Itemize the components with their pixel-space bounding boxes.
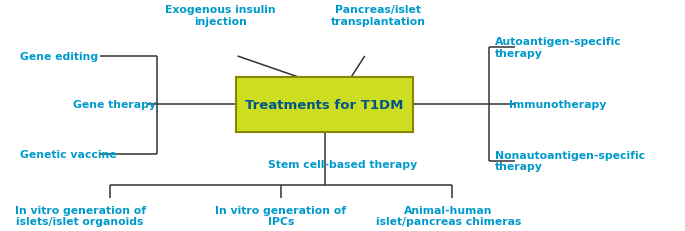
Text: Gene editing: Gene editing <box>20 52 98 62</box>
Text: Animal-human
islet/pancreas chimeras: Animal-human islet/pancreas chimeras <box>376 205 521 226</box>
FancyBboxPatch shape <box>236 77 413 132</box>
Text: Stem cell-based therapy: Stem cell-based therapy <box>268 159 417 169</box>
Text: Exogenous insulin
injection: Exogenous insulin injection <box>166 5 276 27</box>
Text: Genetic vaccine: Genetic vaccine <box>20 149 116 159</box>
Text: Nonautoantigen-specific
therapy: Nonautoantigen-specific therapy <box>495 150 645 172</box>
Text: Autoantigen-specific
therapy: Autoantigen-specific therapy <box>495 37 622 58</box>
Text: In vitro generation of
islets/islet organoids: In vitro generation of islets/islet orga… <box>14 205 146 226</box>
Text: Immunotherapy: Immunotherapy <box>509 100 606 110</box>
Text: Pancreas/islet
transplantation: Pancreas/islet transplantation <box>331 5 425 27</box>
Text: In vitro generation of
IPCs: In vitro generation of IPCs <box>216 205 347 226</box>
Text: Gene therapy: Gene therapy <box>73 100 156 110</box>
Text: Treatments for T1DM: Treatments for T1DM <box>245 98 403 111</box>
